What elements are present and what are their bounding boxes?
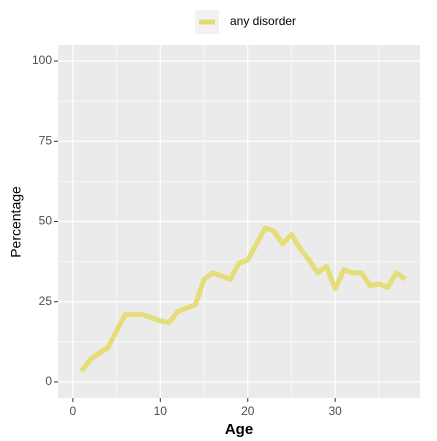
y-tick-label: 100 (32, 53, 52, 67)
y-tick-label: 75 (39, 133, 53, 147)
y-tick-label: 25 (39, 294, 53, 308)
line (79, 225, 407, 373)
x-tick-label: 20 (241, 404, 255, 418)
x-tick-label: 30 (329, 404, 343, 418)
legend-label: any disorder (230, 14, 296, 28)
y-tick-label: 0 (45, 374, 52, 388)
x-tick-label: 10 (154, 404, 168, 418)
y-axis-title: Percentage (8, 186, 24, 258)
x-axis-title: Age (225, 421, 253, 438)
y-tick-label: 50 (39, 214, 53, 228)
x-tick-label: 0 (70, 404, 77, 418)
